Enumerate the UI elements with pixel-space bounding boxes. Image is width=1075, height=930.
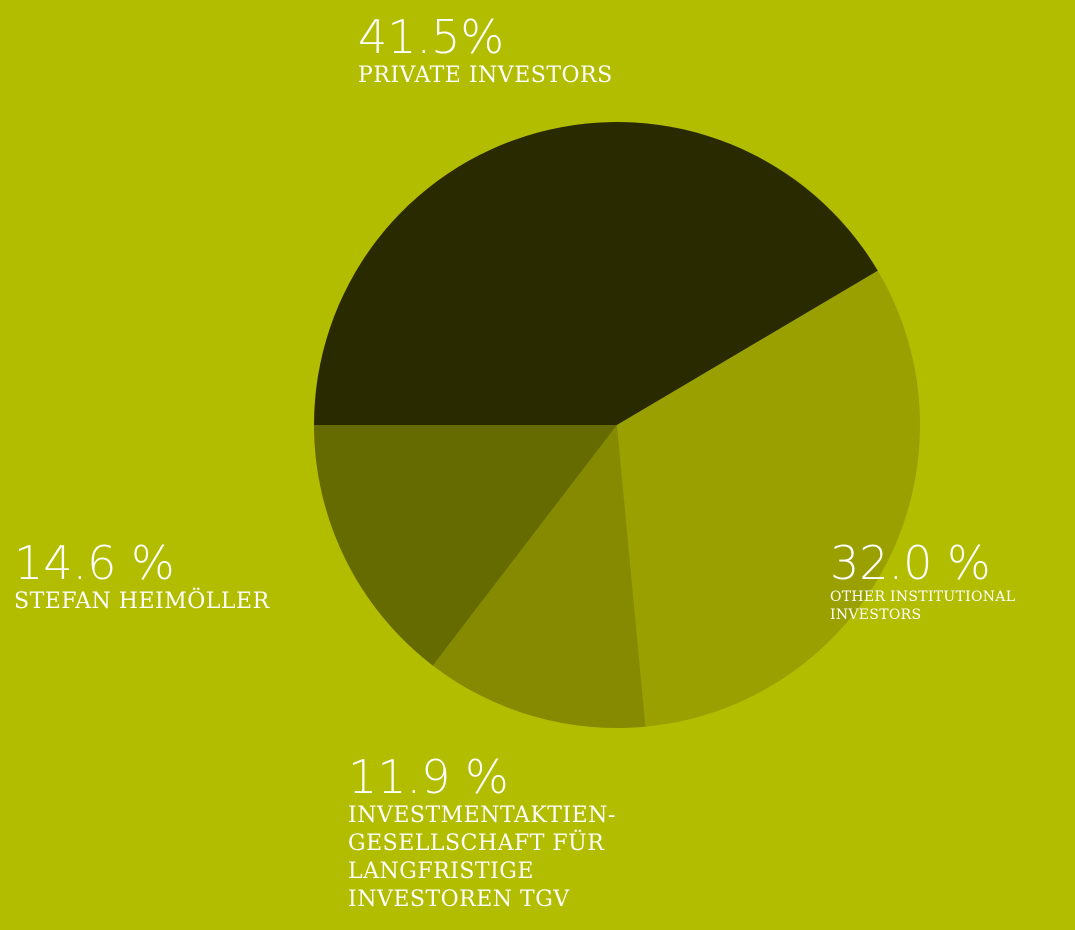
pie-slice (432, 425, 646, 728)
label-group: 41.5% PRIVATE INVESTORS (358, 12, 758, 90)
category-label: OTHER INSTITUTIONAL INVESTORS (830, 589, 1016, 623)
value-label: 11.9 % (348, 750, 509, 804)
category-label: PRIVATE INVESTORS (358, 63, 613, 88)
pie-slice (314, 425, 617, 666)
label-group: 32.0 % OTHER INSTITUTIONAL INVESTORS (830, 538, 1070, 624)
value-label: 32.0 % (830, 536, 991, 590)
pie-slice (617, 270, 920, 727)
label-group: 11.9 % INVESTMENTAKTIEN-GESELLSCHAFT FÜR… (348, 752, 678, 914)
category-label: STEFAN HEIMÖLLER (14, 589, 270, 614)
category-label: INVESTMENTAKTIEN-GESELLSCHAFT FÜR LANGFR… (348, 803, 616, 912)
label-group: 14.6 % STEFAN HEIMÖLLER (14, 538, 334, 616)
value-label: 14.6 % (14, 536, 175, 590)
pie-slice (314, 122, 878, 425)
value-label: 41.5% (358, 10, 505, 64)
